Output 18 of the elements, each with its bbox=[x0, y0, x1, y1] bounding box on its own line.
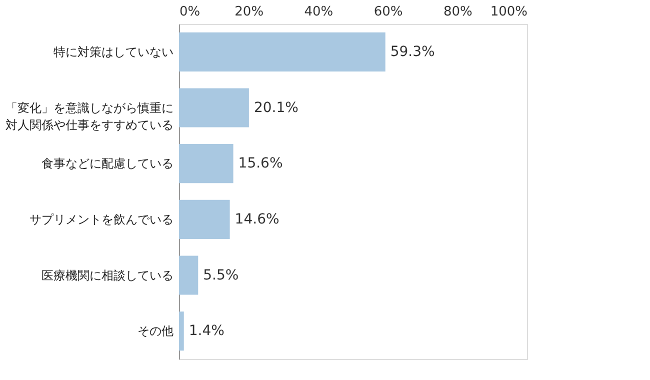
y-tick-label: 医療機関に相談している bbox=[42, 268, 174, 282]
y-tick-label: 「変化」を意識しながら慎重に対人関係や仕事をすすめている bbox=[6, 100, 174, 132]
x-tick-label: 100% bbox=[490, 4, 528, 20]
data-label: 14.6% bbox=[234, 211, 280, 228]
y-tick-label: サプリメントを飲んでいる bbox=[30, 212, 174, 226]
data-label: 20.1% bbox=[254, 100, 298, 116]
data-label: 59.3% bbox=[390, 44, 435, 60]
data-label: 5.5% bbox=[203, 267, 239, 284]
x-tick-label: 0% bbox=[180, 4, 200, 20]
y-tick-label: 食事などに配慮している bbox=[42, 156, 174, 171]
x-tick-label: 80% bbox=[443, 4, 472, 20]
x-tick-label: 40% bbox=[304, 4, 334, 20]
data-label: 1.4% bbox=[188, 323, 224, 340]
x-tick-label: 20% bbox=[234, 4, 264, 20]
x-tick-label: 60% bbox=[374, 4, 403, 20]
y-tick-label: 特に対策はしていない bbox=[54, 44, 174, 59]
data-label: 15.6% bbox=[238, 156, 283, 172]
y-tick-label: その他 bbox=[138, 324, 174, 338]
